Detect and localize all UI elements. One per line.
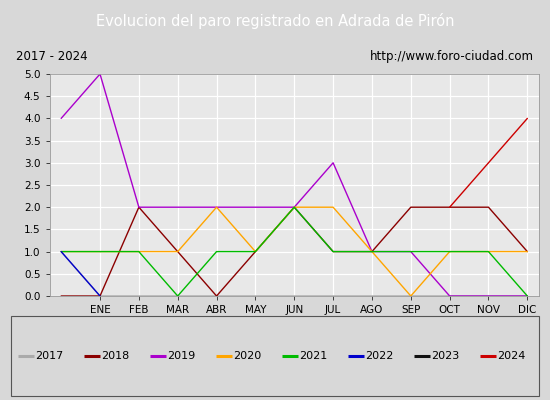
- Text: 2018: 2018: [101, 351, 130, 361]
- Text: Evolucion del paro registrado en Adrada de Pirón: Evolucion del paro registrado en Adrada …: [96, 13, 454, 29]
- Text: 2024: 2024: [497, 351, 526, 361]
- Text: 2022: 2022: [365, 351, 394, 361]
- Text: 2023: 2023: [431, 351, 460, 361]
- Text: 2019: 2019: [167, 351, 196, 361]
- Text: 2020: 2020: [233, 351, 262, 361]
- Text: 2017: 2017: [35, 351, 64, 361]
- FancyBboxPatch shape: [11, 316, 539, 396]
- Text: 2021: 2021: [299, 351, 328, 361]
- Text: http://www.foro-ciudad.com: http://www.foro-ciudad.com: [370, 50, 534, 63]
- Text: 2017 - 2024: 2017 - 2024: [16, 50, 88, 63]
